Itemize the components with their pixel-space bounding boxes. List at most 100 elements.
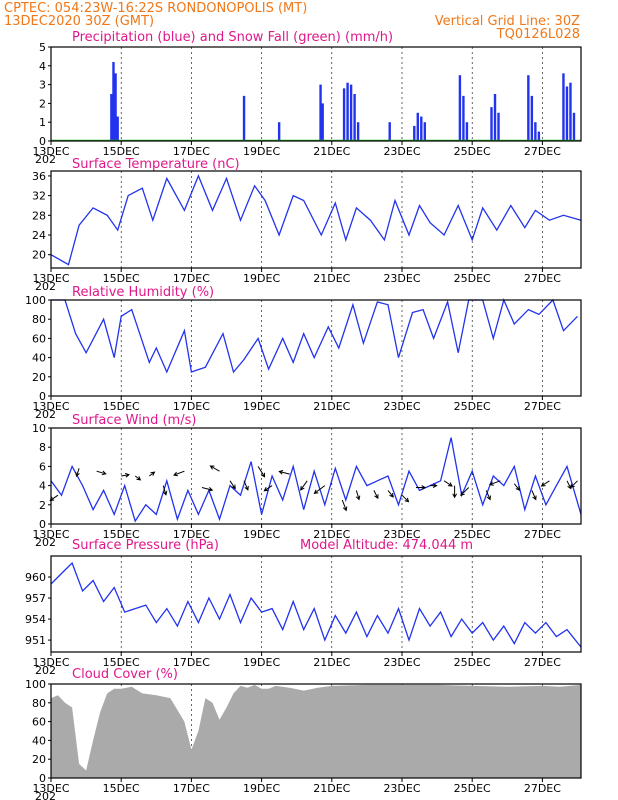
temp-xtick-label: 23DEC xyxy=(383,272,420,285)
wind-arrow xyxy=(243,480,249,491)
precip-xtick-label: 27DEC xyxy=(524,145,561,158)
precip-ytick-label: 4 xyxy=(39,60,46,73)
wind-ytick-label: 4 xyxy=(39,480,46,493)
temp-ytick-label: 24 xyxy=(32,229,46,242)
precip-ytick-label: 0 xyxy=(39,135,46,148)
plot-area: 0 1 2 3 4 5 13DEC 15DEC 17DEC 19DEC 21DEC 23DEC 25DE… xyxy=(25,41,582,800)
temp-xtick-label: 15DEC xyxy=(103,272,140,285)
wind-arrow xyxy=(540,480,550,487)
precip-bar xyxy=(349,84,353,141)
wind-arrow xyxy=(278,470,290,475)
temp-year-stub: 202 xyxy=(35,280,56,293)
precip-bar xyxy=(356,122,360,141)
wind-arrow xyxy=(443,480,453,487)
wind-arrow xyxy=(209,465,220,472)
pres-xtick-label: 15DEC xyxy=(103,656,140,669)
cloud-ytick-label: 100 xyxy=(25,678,46,691)
wind-arrow xyxy=(430,483,438,488)
precip-bar xyxy=(530,95,534,141)
wind-arrow xyxy=(201,487,214,492)
wind-arrow xyxy=(134,475,142,481)
rh-xtick-label: 13DEC xyxy=(32,400,69,413)
wind-ytick-label: 10 xyxy=(32,422,46,435)
precip-bar xyxy=(465,122,469,141)
rh-panel: 0 20 40 60 80 100 13DEC 15DEC 17DEC 19DEC 21DEC 23D… xyxy=(25,294,582,421)
wind-arrow xyxy=(488,480,501,486)
precip-bar xyxy=(416,112,419,141)
precip-bar xyxy=(321,103,324,141)
rh-xtick-label: 23DEC xyxy=(383,400,420,413)
wind-ytick-label: 2 xyxy=(39,499,46,512)
temp-ytick-label: 20 xyxy=(32,249,46,262)
wind-ytick-label: 0 xyxy=(39,518,46,531)
wind-arrow xyxy=(570,480,578,489)
precip-bar xyxy=(346,82,349,141)
rh-ytick-label: 80 xyxy=(32,313,46,326)
cloud-ytick-label: 40 xyxy=(32,734,46,747)
wind-arrow xyxy=(373,490,379,500)
precip-ytick-label: 2 xyxy=(39,97,46,110)
wind-arrow xyxy=(149,471,156,477)
wind-xtick-label: 23DEC xyxy=(383,528,420,541)
wind-arrow xyxy=(263,485,273,492)
rh-xtick-label: 19DEC xyxy=(243,400,280,413)
temp-xtick-label: 21DEC xyxy=(313,272,350,285)
precip-bar xyxy=(423,122,427,141)
temp-panel: 20 24 28 32 36 13DEC 15DEC 17DEC 19DEC 21DEC 23DEC… xyxy=(32,170,582,293)
cloud-frame xyxy=(50,683,582,779)
temp-title: Surface Temperature (nC) xyxy=(72,157,240,172)
precip-bar xyxy=(116,116,119,141)
temp-xtick-label: 17DEC xyxy=(173,272,210,285)
pres-ytick-label: 954 xyxy=(25,613,46,626)
wind-arrow xyxy=(75,468,80,478)
precip-bar xyxy=(572,112,576,141)
wind-arrow xyxy=(355,490,361,501)
precip-xtick-label: 25DEC xyxy=(454,145,491,158)
precip-bar xyxy=(342,88,346,141)
cloud-xtick-label: 17DEC xyxy=(173,782,210,795)
wind-xtick-label: 25DEC xyxy=(454,528,491,541)
precip-bar xyxy=(353,94,356,141)
precip-bar xyxy=(319,84,322,141)
temp-xtick-label: 13DEC xyxy=(32,272,69,285)
wind-arrow xyxy=(485,490,491,501)
pres-xtick-label: 17DEC xyxy=(173,656,210,669)
rh-xtick-label: 15DEC xyxy=(103,400,140,413)
rh-ytick-label: 100 xyxy=(25,294,46,307)
precip-bar xyxy=(493,94,497,141)
temp-line xyxy=(50,174,582,266)
pres-xtick-label: 21DEC xyxy=(313,656,350,669)
wind-arrow xyxy=(513,483,521,492)
cloud-xtick-label: 25DEC xyxy=(454,782,491,795)
rh-xtick-label: 27DEC xyxy=(524,400,561,413)
precip-bar xyxy=(534,122,537,141)
pres-frame xyxy=(50,555,582,653)
wind-title: Surface Wind (m/s) xyxy=(72,413,196,428)
wind-xtick-label: 13DEC xyxy=(32,528,69,541)
precip-panel: 0 1 2 3 4 5 13DEC 15DEC 17DEC 19DEC 21DEC 23DEC 25DE… xyxy=(32,41,582,166)
precip-xtick-label: 13DEC xyxy=(32,145,69,158)
cloud-cover-area xyxy=(51,684,581,778)
precip-bar xyxy=(413,125,416,141)
precip-bar xyxy=(562,73,565,141)
precip-bar xyxy=(110,94,113,141)
temp-ytick-label: 36 xyxy=(32,170,46,183)
wind-xtick-label: 19DEC xyxy=(243,528,280,541)
wind-arrow xyxy=(257,466,266,478)
precip-xtick-label: 23DEC xyxy=(383,145,420,158)
pres-xtick-label: 19DEC xyxy=(243,656,280,669)
pres-xtick-label: 13DEC xyxy=(32,656,69,669)
precip-ytick-label: 1 xyxy=(39,116,46,129)
precip-bar xyxy=(114,73,117,141)
cloud-xtick-label: 13DEC xyxy=(32,782,69,795)
pres-ytick-label: 951 xyxy=(25,634,46,647)
cloud-ytick-label: 0 xyxy=(39,772,46,785)
temp-frame xyxy=(50,170,582,269)
wind-arrow xyxy=(401,494,410,503)
pres-xtick-label: 25DEC xyxy=(454,656,491,669)
cloud-year-stub: 202 xyxy=(35,790,56,800)
temp-xtick-label: 27DEC xyxy=(524,272,561,285)
precip-xtick-label: 17DEC xyxy=(173,145,210,158)
cloud-ytick-label: 80 xyxy=(32,697,46,710)
